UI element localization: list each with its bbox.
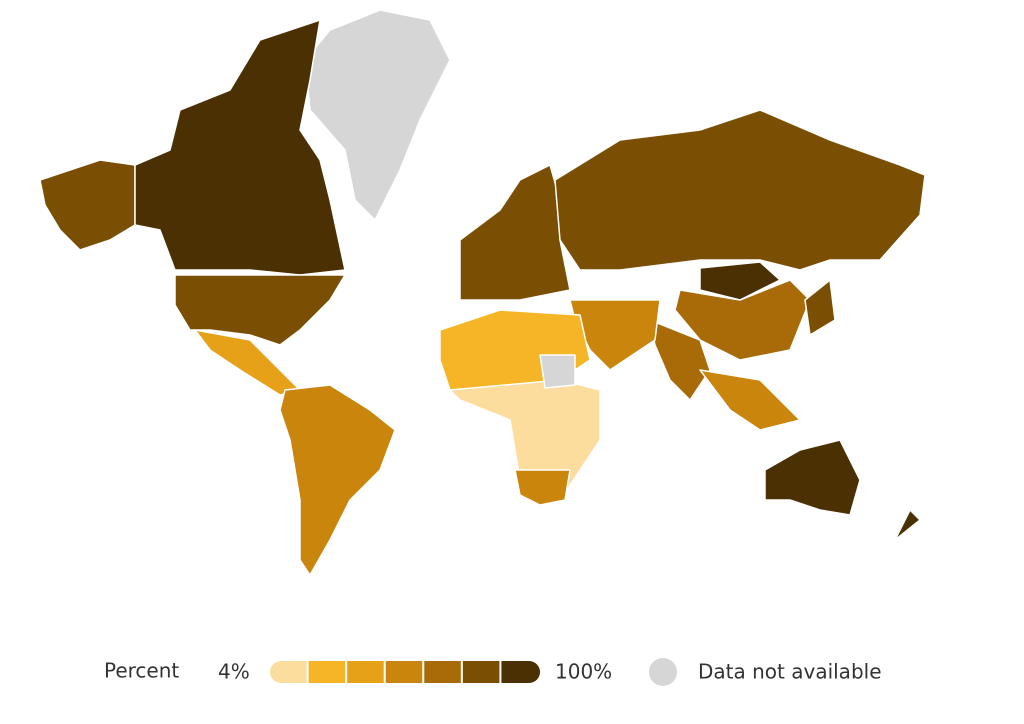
- canada: [134, 19, 346, 276]
- legend-na-swatch: [649, 658, 677, 686]
- legend-swatch: [347, 661, 384, 683]
- japan: [804, 279, 836, 336]
- india: [649, 319, 711, 401]
- europe: [459, 164, 571, 301]
- legend-max: 100%: [555, 660, 612, 684]
- legend: Percent 4% 100% Data not available: [104, 658, 882, 686]
- new-zealand: [894, 509, 921, 541]
- legend-swatch: [424, 661, 461, 683]
- map: [39, 9, 926, 576]
- mongolia: [699, 261, 781, 301]
- australia: [764, 439, 861, 516]
- southern-africa: [514, 469, 571, 506]
- legend-swatch: [462, 661, 500, 683]
- alaska: [39, 159, 136, 251]
- legend-scale: [270, 661, 540, 683]
- china: [674, 279, 811, 361]
- legend-title: Percent: [104, 659, 179, 683]
- legend-swatch: [501, 661, 540, 683]
- sudan: [539, 354, 576, 389]
- south-america: [279, 384, 396, 576]
- legend-swatch: [385, 661, 423, 683]
- legend-swatch: [270, 661, 307, 683]
- legend-na-label: Data not available: [698, 660, 882, 684]
- russia: [554, 109, 926, 271]
- legend-swatch: [308, 661, 346, 683]
- legend-min: 4%: [218, 660, 250, 684]
- greenland: [304, 9, 451, 221]
- southeast-asia: [699, 369, 801, 431]
- united-states: [174, 274, 346, 346]
